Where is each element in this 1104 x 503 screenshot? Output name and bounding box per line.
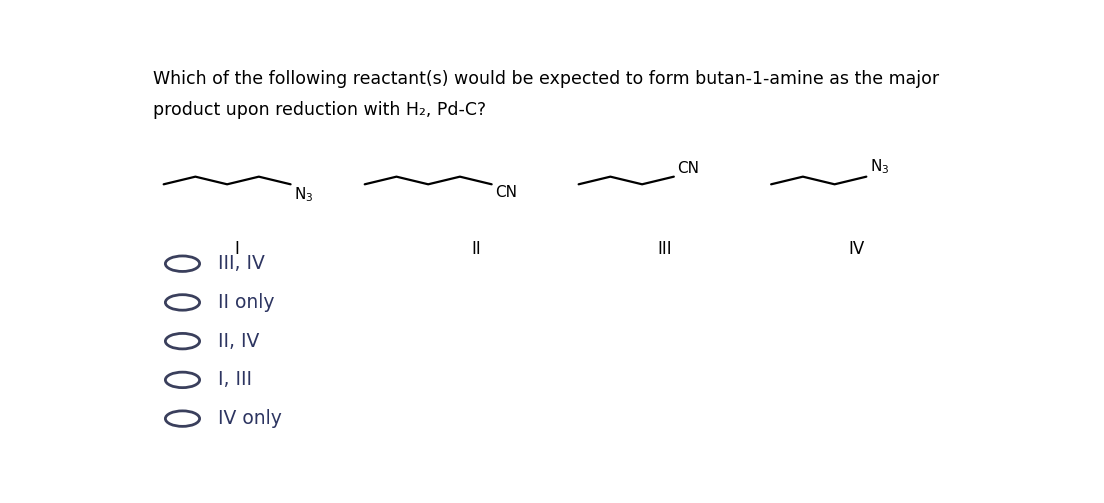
Text: II only: II only [217, 293, 274, 312]
Text: I: I [234, 240, 238, 259]
Text: CN: CN [677, 160, 699, 176]
Text: II, IV: II, IV [217, 331, 259, 351]
Text: IV: IV [849, 240, 864, 259]
Text: product upon reduction with H₂, Pd-C?: product upon reduction with H₂, Pd-C? [153, 101, 487, 119]
Text: Which of the following reactant(s) would be expected to form butan-1-amine as th: Which of the following reactant(s) would… [153, 70, 940, 88]
Text: III, IV: III, IV [217, 254, 265, 273]
Text: N$_3$: N$_3$ [294, 186, 314, 204]
Text: IV only: IV only [217, 409, 282, 428]
Text: I, III: I, III [217, 370, 252, 389]
Text: II: II [471, 240, 481, 259]
Text: N$_3$: N$_3$ [870, 157, 889, 176]
Text: III: III [657, 240, 671, 259]
Text: CN: CN [495, 186, 517, 201]
